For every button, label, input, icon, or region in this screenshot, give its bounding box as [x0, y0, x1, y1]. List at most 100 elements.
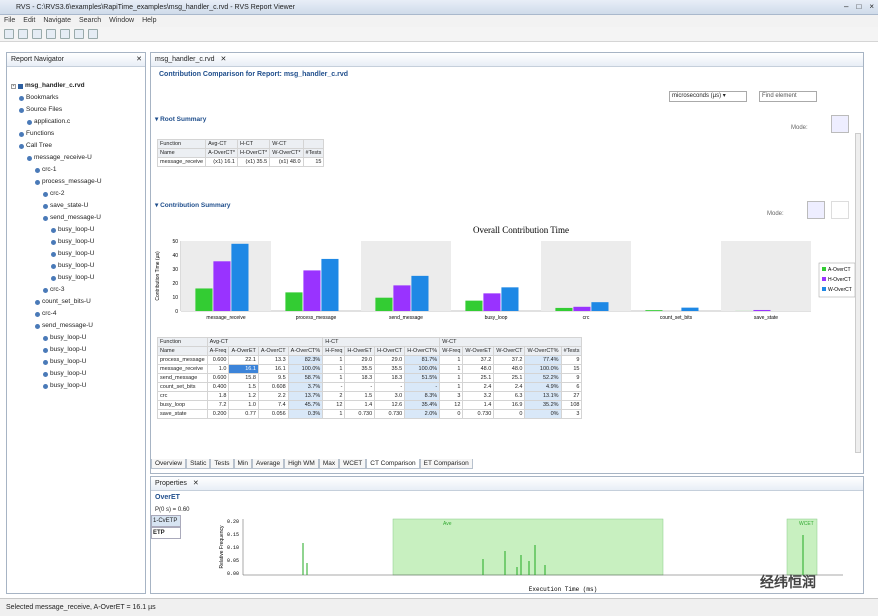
- tab-max[interactable]: Max: [318, 459, 340, 469]
- tab-wcet[interactable]: WCET: [339, 459, 367, 469]
- tab-average[interactable]: Average: [252, 459, 285, 469]
- editor-tab[interactable]: msg_handler_c.rvd ✕: [151, 53, 863, 67]
- col-header[interactable]: A-OverET: [228, 346, 259, 356]
- table-row[interactable]: message_receive 1.0 16.1 16.1 100.0% 1 35.5 35.…: [157, 364, 583, 374]
- tree-item[interactable]: crc-2: [43, 189, 64, 199]
- tree-item[interactable]: busy_loop-U: [51, 237, 95, 247]
- tab-et-comparison[interactable]: ET Comparison: [419, 459, 473, 469]
- col-header[interactable]: H-OverCT%: [404, 346, 441, 356]
- chart-mode-button[interactable]: [807, 201, 825, 219]
- tree-item[interactable]: Call Tree: [19, 141, 52, 151]
- tree-item[interactable]: busy_loop-U: [43, 345, 87, 355]
- tree-item[interactable]: busy_loop-U: [51, 249, 95, 259]
- col-header[interactable]: A-OverCT*: [205, 148, 238, 158]
- open-icon[interactable]: [4, 29, 14, 39]
- find-element-input[interactable]: Find element: [759, 91, 817, 102]
- tab-ct-comparison[interactable]: CT Comparison: [366, 459, 420, 469]
- col-header[interactable]: #Tests: [302, 148, 325, 158]
- table-row[interactable]: count_set_bits 0.400 1.5 0.608 3.7% - - - -1 2.4 2…: [157, 382, 583, 392]
- save-icon[interactable]: [18, 29, 28, 39]
- col-header[interactable]: A-Freq: [206, 346, 230, 356]
- col-header[interactable]: W-OverCT%: [524, 346, 562, 356]
- tree-item[interactable]: application.c: [27, 117, 70, 127]
- group-header[interactable]: Function: [157, 337, 208, 347]
- table-row[interactable]: save_state 0.200 0.77 0.056 0.3% 1 0.730 0.730 2…: [157, 409, 583, 419]
- col-header[interactable]: W-OverCT*: [269, 148, 304, 158]
- forward-icon[interactable]: [60, 29, 70, 39]
- menu-file[interactable]: File: [4, 17, 16, 24]
- tree-item[interactable]: busy_loop-U: [43, 381, 87, 391]
- table-row[interactable]: busy_loop 7.2 1.0 7.4 45.7% 12 1.4 12.6 35.4% 12 1…: [157, 400, 583, 410]
- tree-item[interactable]: busy_loop-U: [43, 357, 87, 367]
- table-mode-button[interactable]: [831, 201, 849, 219]
- tree-item[interactable]: send_message-U: [43, 213, 101, 223]
- tab-static[interactable]: Static: [186, 459, 211, 469]
- tree-item[interactable]: process_message-U: [35, 177, 102, 187]
- table-row[interactable]: send_message 0.600 15.8 9.5 58.7% 1 18.3 18.3 51…: [157, 373, 583, 383]
- perspective-icon[interactable]: [88, 29, 98, 39]
- col-header[interactable]: H-OverCT: [374, 346, 406, 356]
- tab-min[interactable]: Min: [233, 459, 253, 469]
- col-header[interactable]: H-OverCT*: [236, 148, 271, 158]
- tree-item[interactable]: crc-1: [35, 165, 56, 175]
- tree-root[interactable]: - msg_handler_c.rvd: [11, 81, 85, 91]
- menu-search[interactable]: Search: [78, 17, 102, 24]
- table-row[interactable]: message_receive (x1) 16.1 (x1) 35.5 (x1)…: [156, 157, 325, 167]
- table-row[interactable]: process_message 0.600 22.1 13.3 82.3% 1 29.0 29…: [157, 355, 583, 365]
- back-icon[interactable]: [46, 29, 56, 39]
- tree-item[interactable]: busy_loop-U: [51, 273, 95, 283]
- col-header[interactable]: W-Freq: [439, 346, 464, 356]
- menu-help[interactable]: Help: [142, 17, 157, 24]
- close-icon[interactable]: ✕: [136, 56, 142, 63]
- close-button[interactable]: ×: [869, 2, 874, 11]
- contribution-summary-heading[interactable]: ▾ Contribution Summary: [155, 202, 231, 209]
- close-icon[interactable]: ✕: [192, 480, 199, 487]
- tree-item[interactable]: busy_loop-U: [51, 261, 95, 271]
- menu-navigate[interactable]: Navigate: [43, 17, 71, 24]
- tree-item[interactable]: Bookmarks: [19, 93, 59, 103]
- tree-item[interactable]: message_receive-U: [27, 153, 92, 163]
- tree-item[interactable]: save_state-U: [43, 201, 88, 211]
- col-header[interactable]: H-OverET: [344, 346, 376, 356]
- side-tab-cvetp[interactable]: 1-CvETP: [151, 515, 181, 527]
- col-header[interactable]: Name: [157, 346, 208, 356]
- tree-item[interactable]: busy_loop-U: [43, 369, 87, 379]
- root-summary-heading[interactable]: ▾ Root Summary: [155, 116, 207, 123]
- tree-item[interactable]: Functions: [19, 129, 54, 139]
- side-tab-etp[interactable]: ETP: [151, 527, 181, 539]
- mode-toggle-button[interactable]: [831, 115, 849, 133]
- tab-high-wm[interactable]: High WM: [284, 459, 319, 469]
- table-row[interactable]: crc 1.8 1.2 2.2 13.7% 2 1.5 3.0 8.3% 3 3.2 6.3 13.1%…: [157, 391, 583, 401]
- menu-window[interactable]: Window: [109, 17, 135, 24]
- tab-tests[interactable]: Tests: [210, 459, 234, 469]
- tree-item[interactable]: busy_loop-U: [51, 225, 95, 235]
- print-icon[interactable]: [32, 29, 42, 39]
- minimize-button[interactable]: –: [844, 2, 849, 11]
- col-header[interactable]: Name: [156, 148, 207, 158]
- col-header[interactable]: H-Freq: [322, 346, 346, 356]
- maximize-button[interactable]: □: [856, 2, 862, 11]
- tree-item[interactable]: busy_loop-U: [43, 333, 87, 343]
- group-header[interactable]: W-CT: [439, 337, 583, 347]
- tree-item[interactable]: crc-4: [35, 309, 56, 319]
- group-header[interactable]: Avg-CT: [206, 337, 324, 347]
- tree-item[interactable]: crc-3: [43, 285, 64, 295]
- col-header[interactable]: #Tests: [560, 346, 583, 356]
- col-header[interactable]: W-OverET: [462, 346, 495, 356]
- group-header[interactable]: H-CT: [322, 337, 441, 347]
- col-header[interactable]: W-OverCT: [493, 346, 526, 356]
- tab-overview[interactable]: Overview: [151, 459, 187, 469]
- col-header[interactable]: A-OverCT%: [287, 346, 324, 356]
- report-navigator-tab[interactable]: Report Navigator ✕: [7, 53, 145, 67]
- col-header[interactable]: A-OverCT: [257, 346, 289, 356]
- menu-edit[interactable]: Edit: [23, 17, 36, 24]
- tree-item[interactable]: count_set_bits-U: [35, 297, 91, 307]
- collapse-icon[interactable]: -: [11, 82, 16, 89]
- tree-item[interactable]: send_message-U: [35, 321, 93, 331]
- vertical-scrollbar[interactable]: [855, 133, 861, 453]
- properties-tab[interactable]: Properties ✕: [151, 477, 863, 491]
- close-icon[interactable]: ✕: [220, 56, 227, 63]
- tree-item[interactable]: Source Files: [19, 105, 62, 115]
- units-select[interactable]: microseconds (µs) ▾: [669, 91, 747, 102]
- history-icon[interactable]: [74, 29, 84, 39]
